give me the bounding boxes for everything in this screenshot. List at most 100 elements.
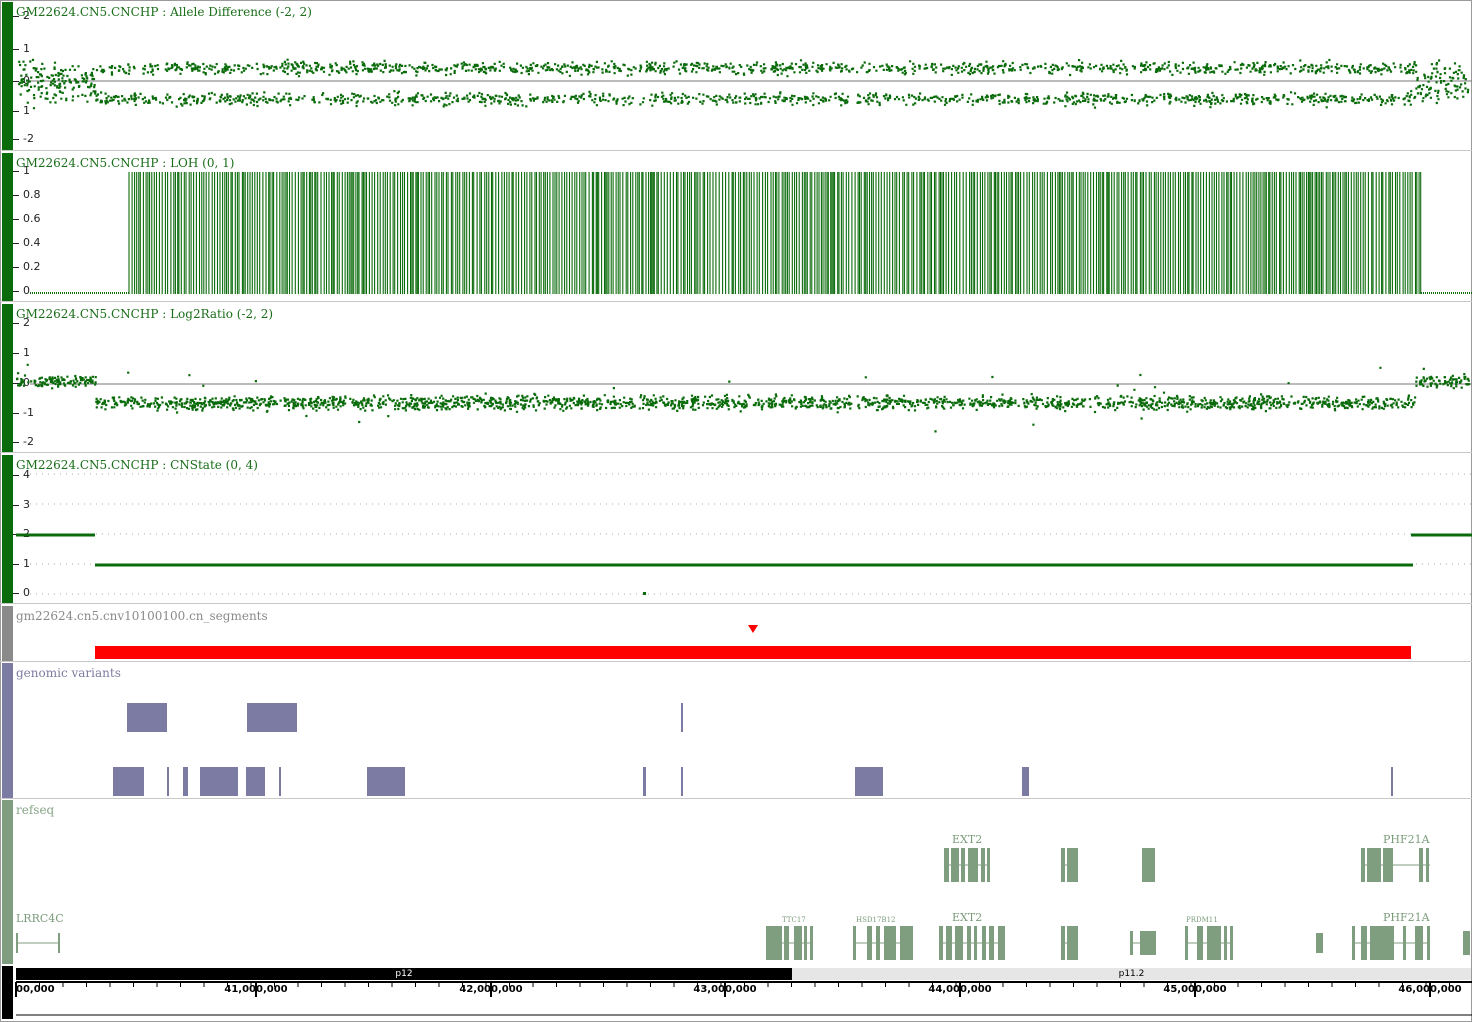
variant-block[interactable] xyxy=(643,767,646,796)
gene-exon[interactable] xyxy=(1230,926,1233,960)
variant-block[interactable] xyxy=(1022,767,1029,796)
track-divider xyxy=(0,603,1472,604)
variant-block[interactable] xyxy=(200,767,238,796)
gene-exon[interactable] xyxy=(989,926,994,960)
gene-exon[interactable] xyxy=(1427,926,1430,960)
gene-exon[interactable] xyxy=(784,926,789,960)
gene-exon[interactable] xyxy=(1130,931,1133,955)
gene-exon[interactable] xyxy=(944,848,949,882)
gene-exon[interactable] xyxy=(987,848,990,882)
track-log2ratio[interactable]: 2 1 0 -1 -2 GM22624.CN5.CNCHP : Log2Rati… xyxy=(0,304,1472,452)
gene-exon[interactable] xyxy=(1067,926,1078,960)
variant-block[interactable] xyxy=(681,703,683,732)
gene-label[interactable]: HSD17B12 xyxy=(856,916,896,924)
gene-exon[interactable] xyxy=(1463,931,1470,955)
gene-exon[interactable] xyxy=(884,926,896,960)
gene-exon[interactable] xyxy=(16,933,18,953)
gene-exon[interactable] xyxy=(1361,848,1365,882)
gene-exon[interactable] xyxy=(804,926,807,960)
cn-level-0-point xyxy=(643,592,646,595)
gene-exon[interactable] xyxy=(974,926,977,960)
gene-exon[interactable] xyxy=(982,926,986,960)
gene-label[interactable]: EXT2 xyxy=(952,911,983,924)
track-color-handle[interactable] xyxy=(2,455,13,603)
cn-segment-bar xyxy=(95,646,1411,659)
gene-exon[interactable] xyxy=(794,926,802,960)
gene-exon[interactable] xyxy=(1361,926,1367,960)
ruler-label: 44,000,000 xyxy=(928,984,992,995)
gene-label[interactable]: PHF21A xyxy=(1383,833,1430,846)
track-cnstate[interactable]: 4 3 2 1 0 GM22624.CN5.CNCHP : CNState (0… xyxy=(0,455,1472,603)
genomic-ruler[interactable]: 00,000 41,000,000 42,000,000 43,000,000 … xyxy=(0,981,1472,1021)
gene-exon[interactable] xyxy=(1367,848,1381,882)
gene-exon[interactable] xyxy=(1352,926,1355,960)
gene-exon[interactable] xyxy=(900,926,913,960)
ruler-label: 00,000 xyxy=(16,984,55,995)
gene-label[interactable]: TTC17 xyxy=(782,916,806,924)
chromosome-ideogram[interactable]: p12 p11.2 xyxy=(16,968,1471,980)
gene-exon[interactable] xyxy=(1197,926,1203,960)
gene-exon[interactable] xyxy=(998,926,1005,960)
variant-block[interactable] xyxy=(367,767,405,796)
variant-block[interactable] xyxy=(279,767,281,796)
variant-block[interactable] xyxy=(681,767,683,796)
gene-exon[interactable] xyxy=(1383,848,1393,882)
gene-exon[interactable] xyxy=(961,848,965,882)
gene-exon[interactable] xyxy=(1061,926,1065,960)
gene-label[interactable]: PRDM11 xyxy=(1186,916,1218,924)
variant-block[interactable] xyxy=(1391,767,1393,796)
gene-exon[interactable] xyxy=(810,926,813,960)
variant-block[interactable] xyxy=(113,767,144,796)
variant-block[interactable] xyxy=(246,767,265,796)
variant-block[interactable] xyxy=(855,767,883,796)
track-genomic-variants[interactable]: genomic variants xyxy=(0,663,1472,798)
gene-exon[interactable] xyxy=(1426,848,1429,882)
gene-label[interactable]: LRRC4C xyxy=(16,912,64,925)
gene-exon[interactable] xyxy=(951,848,959,882)
track-color-handle[interactable] xyxy=(2,800,13,964)
track-allele-difference[interactable]: 2 1 0 1 -2 GM22624.CN5.CNCHP : Allele Di… xyxy=(0,2,1472,150)
gene-label[interactable]: PHF21A xyxy=(1383,911,1430,924)
track-color-handle[interactable] xyxy=(2,663,13,798)
gene-exon[interactable] xyxy=(1185,926,1188,960)
gene-exon[interactable] xyxy=(766,926,782,960)
gene-exon[interactable] xyxy=(853,926,856,960)
gene-exon[interactable] xyxy=(1140,931,1156,955)
gene-exon[interactable] xyxy=(1207,926,1221,960)
track-color-handle[interactable] xyxy=(2,304,13,452)
gene-exon[interactable] xyxy=(1415,926,1423,960)
y-tick: -1 xyxy=(13,406,34,419)
gene-exon[interactable] xyxy=(1142,848,1155,882)
ideogram-handle xyxy=(2,966,13,1019)
gene-exon[interactable] xyxy=(876,926,880,960)
track-color-handle[interactable] xyxy=(2,153,13,301)
track-cn-segments[interactable]: gm22624.cn5.cnv10100100.cn_segments xyxy=(0,606,1472,661)
variant-block[interactable] xyxy=(167,767,169,796)
gene-exon[interactable] xyxy=(1419,848,1423,882)
y-tick: 0 xyxy=(13,376,30,389)
gene-exon[interactable] xyxy=(1316,933,1323,953)
gene-exon[interactable] xyxy=(968,848,978,882)
gene-exon[interactable] xyxy=(955,926,963,960)
variant-block[interactable] xyxy=(127,703,167,732)
gene-exon[interactable] xyxy=(981,848,985,882)
variant-block[interactable] xyxy=(247,703,297,732)
variant-block[interactable] xyxy=(183,767,188,796)
gene-exon[interactable] xyxy=(946,926,952,960)
track-divider xyxy=(0,150,1472,151)
gene-exon[interactable] xyxy=(939,926,943,960)
track-color-handle[interactable] xyxy=(2,606,13,661)
track-refseq[interactable]: refseq EXT2 PHF21A LRRC4C TTC17 HSD17B12… xyxy=(0,800,1472,964)
loh-bars xyxy=(30,172,1472,294)
gene-exon[interactable] xyxy=(1403,926,1406,960)
gene-exon[interactable] xyxy=(1224,926,1227,960)
gene-exon[interactable] xyxy=(1061,848,1065,882)
gene-exon[interactable] xyxy=(867,926,872,960)
gene-exon[interactable] xyxy=(58,933,60,953)
gene-label[interactable]: EXT2 xyxy=(952,833,983,846)
gene-exon[interactable] xyxy=(1370,926,1394,960)
gene-exon[interactable] xyxy=(967,926,971,960)
gene-exon[interactable] xyxy=(1067,848,1078,882)
track-color-handle[interactable] xyxy=(2,2,13,150)
track-loh[interactable]: 1 0.8 0.6 0.4 0.2 0 GM22624.CN5.CNCHP : … xyxy=(0,153,1472,301)
